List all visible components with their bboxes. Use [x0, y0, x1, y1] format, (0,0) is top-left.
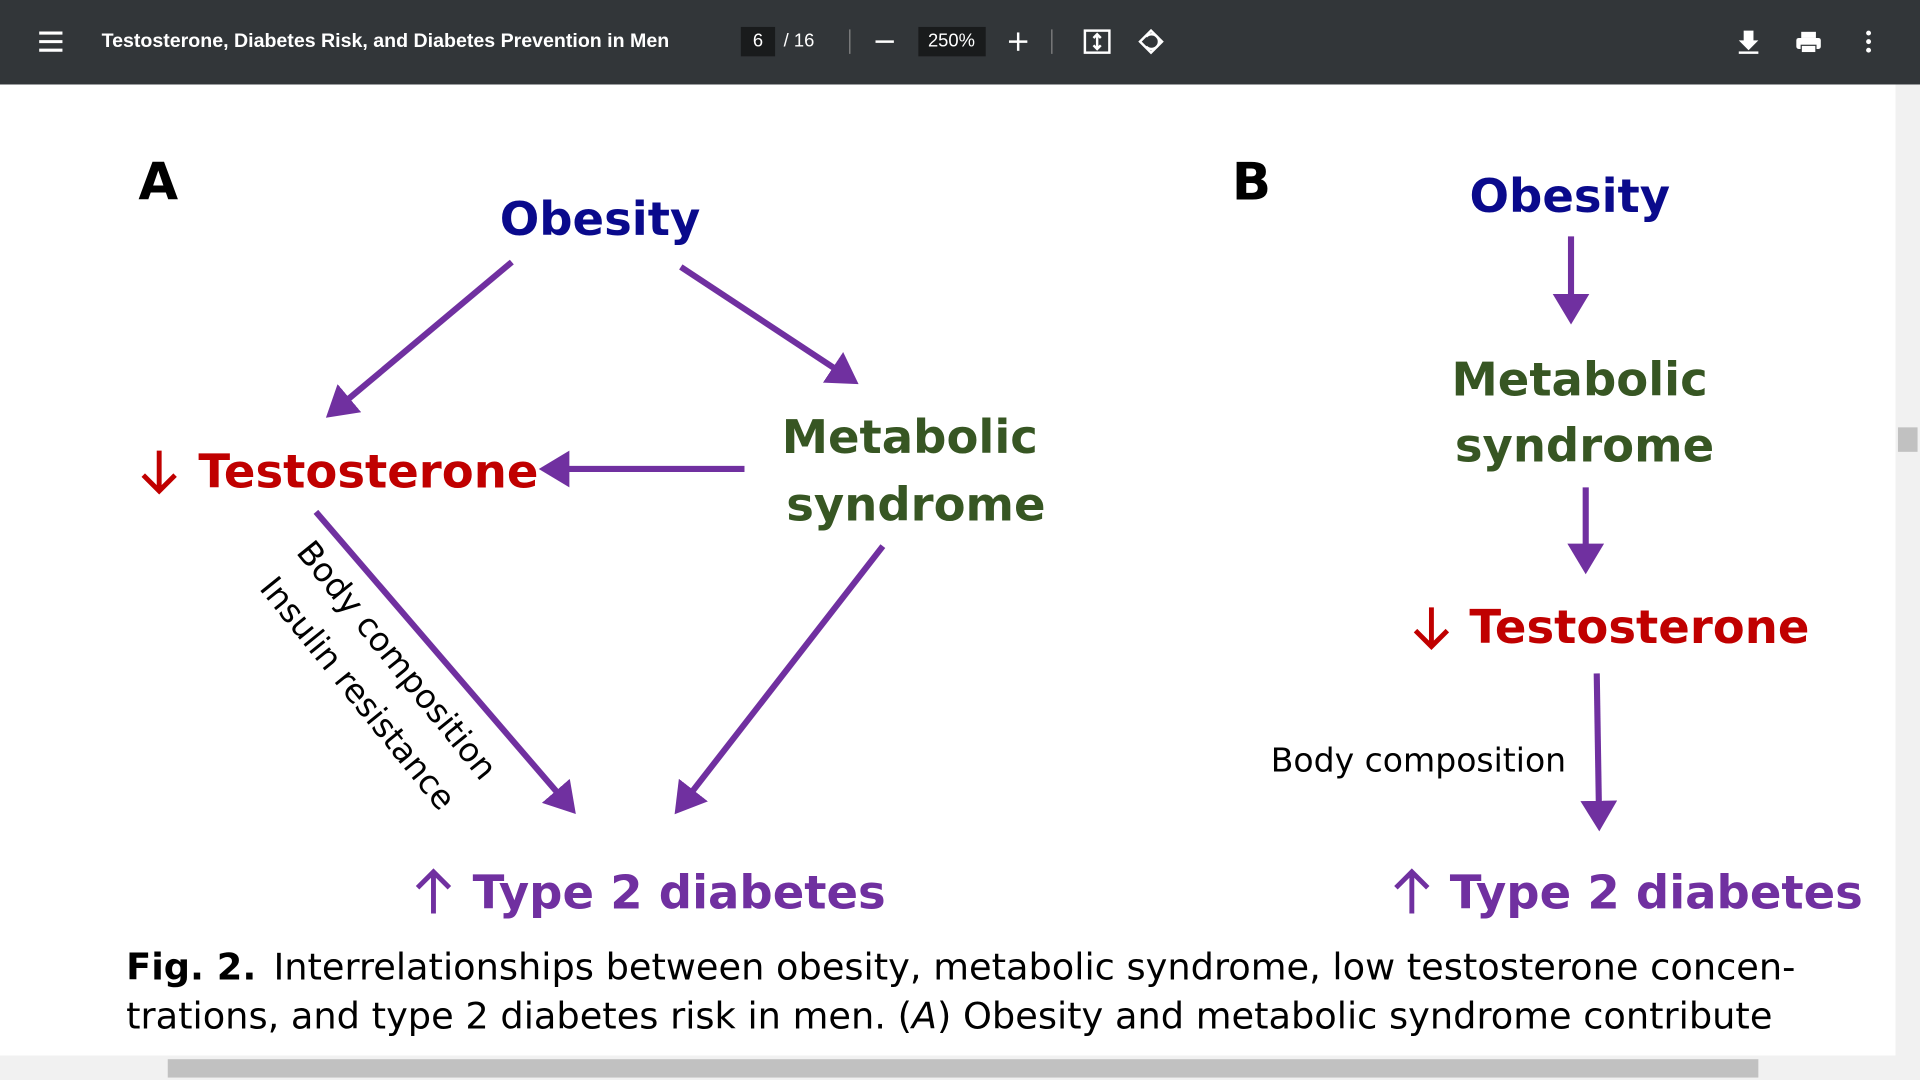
- caption-label: Fig. 2.: [126, 946, 256, 989]
- scroll-thumb[interactable]: [167, 1059, 1759, 1078]
- node-metabolic: syndrome: [786, 477, 1045, 531]
- node-diabetes: Type 2 diabetes: [1450, 866, 1863, 920]
- arrows-a: [313, 259, 886, 815]
- node-metabolic: Metabolic: [1451, 353, 1707, 407]
- panel-label: A: [138, 153, 178, 213]
- caption-text: A: [910, 995, 937, 1038]
- zoom-box[interactable]: [918, 26, 986, 57]
- node-obesity: Obesity: [500, 192, 701, 246]
- more-options[interactable]: [1866, 30, 1872, 53]
- panel-b: B Obesity Metabolic syndrome Testosteron…: [1232, 153, 1863, 920]
- caption-text: ) Obesity and metabolic syndrome contrib…: [937, 995, 1772, 1038]
- rotate[interactable]: [1138, 28, 1164, 55]
- fit-page[interactable]: [1083, 29, 1111, 54]
- page-total: / 16: [784, 29, 815, 50]
- node-metabolic: Metabolic: [782, 410, 1038, 464]
- panel-a: A Obesity Metabolic syndrome Testosteron…: [138, 153, 1045, 920]
- vertical-scrollbar[interactable]: [1895, 84, 1920, 1056]
- menu-button[interactable]: [39, 31, 63, 52]
- caption-line: trations, and type 2 diabetes risk in me…: [126, 995, 1772, 1038]
- zoom-in[interactable]: [1008, 32, 1028, 51]
- panel-label: B: [1232, 153, 1271, 213]
- node-diabetes: Type 2 diabetes: [473, 866, 886, 920]
- node-testosterone: Testosterone: [198, 444, 538, 498]
- node-testosterone: Testosterone: [1469, 600, 1809, 654]
- edge-label: Body composition: [1271, 740, 1566, 779]
- caption-text: Interrelationships between obesity, meta…: [273, 946, 1795, 989]
- download[interactable]: [1738, 30, 1759, 54]
- document-title: Testosterone, Diabetes Risk, and Diabete…: [102, 30, 670, 52]
- scroll-thumb[interactable]: [1897, 427, 1918, 452]
- print[interactable]: [1796, 31, 1821, 54]
- caption-text: trations, and type 2 diabetes risk in me…: [126, 995, 912, 1038]
- direction-icons: [141, 450, 1450, 914]
- arrows-b: [1552, 236, 1618, 832]
- node-metabolic: syndrome: [1455, 419, 1714, 473]
- caption-line: Fig. 2. Interrelationships between obesit…: [126, 946, 1795, 989]
- page-input-box[interactable]: [740, 26, 776, 57]
- page-current[interactable]: 6: [753, 29, 763, 50]
- zoom-value[interactable]: 250%: [928, 29, 975, 50]
- node-obesity: Obesity: [1470, 169, 1671, 223]
